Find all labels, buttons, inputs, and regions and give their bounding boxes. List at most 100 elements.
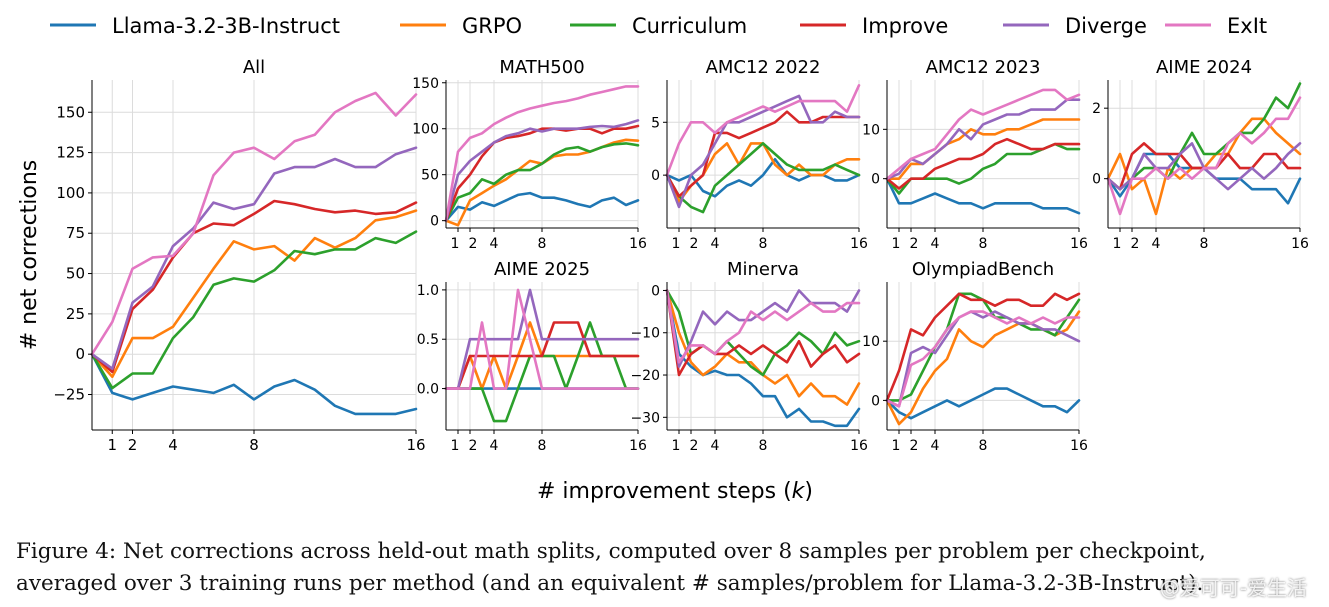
series-line	[665, 158, 861, 198]
x-tick-label: 16	[850, 236, 868, 252]
x-tick-label: 2	[469, 438, 478, 454]
x-tick-label: 16	[1070, 438, 1088, 454]
y-tick-label: 0	[651, 168, 660, 184]
x-tick-label: 2	[910, 438, 919, 454]
y-tick-label: 0	[430, 214, 439, 230]
x-tick-label: 8	[979, 438, 988, 454]
x-tick-label: 4	[1152, 236, 1161, 252]
y-tick-label: 100	[56, 184, 85, 202]
series-line	[90, 230, 418, 390]
series-line	[885, 137, 1081, 190]
series-line	[444, 288, 640, 390]
legend-item: ExIt	[1165, 14, 1267, 38]
watermark: @爱可可-爱生活	[1159, 576, 1307, 600]
panel-title: MATH500	[499, 57, 584, 78]
panel: 0 10 1 2 4 8 16 OlympiadBench	[862, 259, 1088, 454]
y-tick-label: 0	[651, 283, 660, 299]
x-axis-label: # improvement steps (k)	[537, 479, 813, 504]
y-tick-label: 0	[871, 393, 880, 409]
y-tick-label: 0.5	[417, 332, 439, 348]
y-tick-label: 100	[412, 122, 439, 138]
x-tick-label: 2	[128, 436, 138, 454]
y-axis-label: # net corrections	[17, 160, 42, 351]
y-tick-label: −10	[630, 326, 660, 342]
x-tick-label: 1	[892, 236, 901, 252]
y-tick-label: 10	[862, 334, 880, 350]
series-line	[885, 177, 1081, 215]
series-line	[665, 142, 861, 214]
panel: 0 10 1 2 4 8 16 AMC12 2023	[862, 57, 1088, 252]
x-axis-label-variable: k	[792, 479, 806, 504]
x-tick-label: 16	[406, 436, 425, 454]
series-line	[665, 110, 861, 198]
legend-label: GRPO	[462, 14, 522, 38]
series-line	[665, 289, 861, 364]
x-tick-label: 2	[469, 236, 478, 252]
x-tick-label: 8	[249, 436, 259, 454]
y-tick-label: 150	[412, 76, 439, 92]
x-tick-label: 4	[711, 236, 720, 252]
x-tick-label: 4	[168, 436, 178, 454]
caption-line-1: Figure 4: Net corrections across held-ou…	[16, 539, 1206, 564]
series-line	[444, 191, 640, 222]
x-tick-label: 4	[490, 236, 499, 252]
series-line	[444, 119, 640, 222]
y-tick-label: 50	[66, 265, 85, 283]
x-tick-label: 1	[107, 436, 117, 454]
y-tick-label: −25	[53, 386, 85, 404]
legend-item: Diverge	[1003, 14, 1147, 38]
legend-label: Improve	[862, 14, 948, 38]
series-line	[90, 209, 418, 379]
legend-item: Improve	[800, 14, 948, 38]
series-line	[665, 289, 861, 377]
x-tick-label: 2	[1131, 236, 1140, 252]
series-line	[444, 321, 640, 390]
series-line	[665, 84, 861, 177]
series-line	[665, 94, 861, 209]
series-line	[885, 98, 1081, 180]
panel: −30 −20 −10 0 1 2 4 8 16 Minerva	[630, 259, 868, 454]
series-line	[885, 310, 1081, 408]
panel-title: OlympiadBench	[912, 259, 1054, 280]
x-tick-label: 8	[538, 438, 547, 454]
y-tick-label: −20	[630, 368, 660, 384]
panel: 0 5 1 2 4 8 16 AMC12 2022	[651, 57, 868, 252]
series-line	[444, 142, 640, 222]
panel: 0.0 0.5 1.0 1 2 4 8 16 AIME 2025	[417, 259, 647, 454]
series-line	[444, 85, 640, 222]
x-tick-label: 8	[759, 236, 768, 252]
series-line	[1106, 96, 1302, 216]
legend-item: GRPO	[400, 14, 522, 38]
x-tick-label: 16	[850, 438, 868, 454]
panel-title: All	[243, 57, 265, 78]
legend-label: Curriculum	[632, 14, 747, 38]
legend-label: ExIt	[1227, 14, 1267, 38]
y-tick-label: 1.0	[417, 283, 439, 299]
x-tick-label: 1	[451, 438, 460, 454]
x-tick-label: 8	[759, 438, 768, 454]
x-tick-label: 4	[931, 438, 940, 454]
x-tick-label: 4	[931, 236, 940, 252]
series-line	[885, 387, 1081, 420]
figure: Llama-3.2-3B-Instruct GRPO Curriculum Impro…	[17, 14, 1309, 504]
panel-title: AIME 2024	[1156, 57, 1252, 78]
legend-item: Curriculum	[570, 14, 747, 38]
series-line	[90, 91, 418, 356]
legend-label: Diverge	[1065, 14, 1147, 38]
legend: Llama-3.2-3B-Instruct GRPO Curriculum Impro…	[50, 14, 1267, 38]
x-tick-label: 1	[451, 236, 460, 252]
x-axis-label-suffix: )	[804, 479, 813, 504]
x-tick-label: 1	[892, 438, 901, 454]
legend-item: Llama-3.2-3B-Instruct	[50, 14, 340, 38]
caption-line-2: averaged over 3 training runs per method…	[16, 571, 1204, 596]
panel-title: Minerva	[727, 259, 799, 280]
panel-title: AIME 2025	[494, 259, 590, 280]
panel-title: AMC12 2023	[926, 57, 1041, 78]
x-tick-label: 2	[910, 236, 919, 252]
panel-title: AMC12 2022	[706, 57, 821, 78]
x-tick-label: 1	[1113, 236, 1122, 252]
series-line	[90, 352, 418, 416]
series-line	[885, 88, 1081, 180]
series-line	[1106, 82, 1302, 191]
